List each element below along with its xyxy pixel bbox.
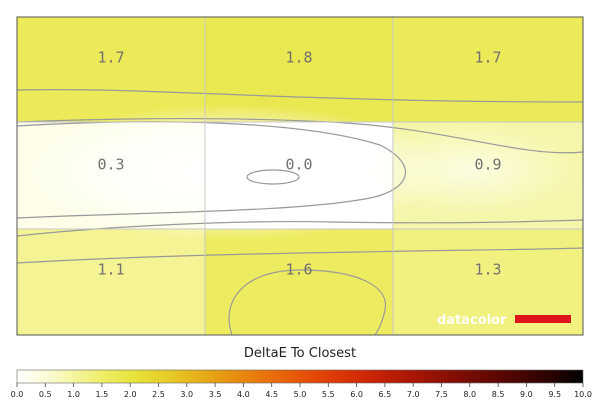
cell-value-label: 1.8 xyxy=(285,49,312,67)
colorbar-tick-label: 5.0 xyxy=(294,390,307,399)
contour-line xyxy=(16,89,584,103)
colorbar-tick-label: 3.0 xyxy=(180,390,193,399)
cell-value-label: 0.0 xyxy=(285,156,312,174)
cell-value-label: 1.6 xyxy=(285,261,312,279)
cell-value-label: 1.7 xyxy=(97,49,124,67)
contour-line xyxy=(16,219,584,237)
contour-line xyxy=(16,247,584,264)
colorbar-tick-label: 0.0 xyxy=(11,390,24,399)
colorbar-tick-label: 1.5 xyxy=(96,390,109,399)
colorbar-tick-label: 9.0 xyxy=(520,390,533,399)
colorbar-tick-label: 9.5 xyxy=(548,390,561,399)
cell-value-label: 1.3 xyxy=(474,261,501,279)
colorbar-tick-label: 7.0 xyxy=(407,390,420,399)
colorbar-tick-label: 1.0 xyxy=(67,390,80,399)
colorbar-tick-label: 2.0 xyxy=(124,390,137,399)
cell-value-label: 0.3 xyxy=(97,156,124,174)
heatmap-cell xyxy=(205,229,393,335)
colorbar-tick-label: 6.0 xyxy=(350,390,363,399)
brand-text: datacolor xyxy=(437,313,507,328)
heatmap-cell xyxy=(17,229,205,335)
colorbar-tick-label: 10.0 xyxy=(574,390,592,399)
contour-line xyxy=(228,269,386,336)
heatmap-cell xyxy=(393,17,583,122)
colorbar-title: DeltaE To Closest xyxy=(243,346,357,361)
colorbar-tick-label: 4.0 xyxy=(237,390,250,399)
cell-value-label: 0.9 xyxy=(474,156,501,174)
contour-ring xyxy=(246,169,300,185)
colorbar-tick-label: 8.0 xyxy=(463,390,476,399)
mid-delta-region xyxy=(360,125,580,215)
colorbar-tick-label: 8.5 xyxy=(492,390,505,399)
grid-lines xyxy=(17,17,583,335)
colorbar-tick-label: 5.5 xyxy=(322,390,335,399)
cell-value-label: 1.1 xyxy=(97,261,124,279)
colorbar-tick-label: 3.5 xyxy=(209,390,222,399)
colorbar-ticks: 0.0 0.5 1.0 1.5 2.0 2.5 3.0 3.5 4.0 4.5 5.0 5.5 6.0 6… xyxy=(11,383,592,399)
plot-frame xyxy=(16,16,584,336)
datacolor-logo: datacolor xyxy=(437,313,571,328)
low-delta-region xyxy=(20,104,440,240)
colorbar-tick-label: 2.5 xyxy=(152,390,165,399)
heatmap-cell xyxy=(17,17,205,122)
cell-labels: 1.7 1.8 1.7 0.3 0.0 0.9 1.1 1.6 1.3 xyxy=(97,49,501,279)
colorbar-tick-label: 7.5 xyxy=(435,390,448,399)
colorbar-tick-label: 0.5 xyxy=(39,390,52,399)
colorbar-tick-label: 6.5 xyxy=(379,390,392,399)
cell-value-label: 1.7 xyxy=(474,49,501,67)
colorbar-tick-label: 4.5 xyxy=(265,390,278,399)
colorbar-strip xyxy=(16,369,584,384)
brand-bar xyxy=(515,315,571,323)
colorbar: 0.0 0.5 1.0 1.5 2.0 2.5 3.0 3.5 4.0 4.5 5.0 5.5 6.0 6… xyxy=(11,369,592,399)
